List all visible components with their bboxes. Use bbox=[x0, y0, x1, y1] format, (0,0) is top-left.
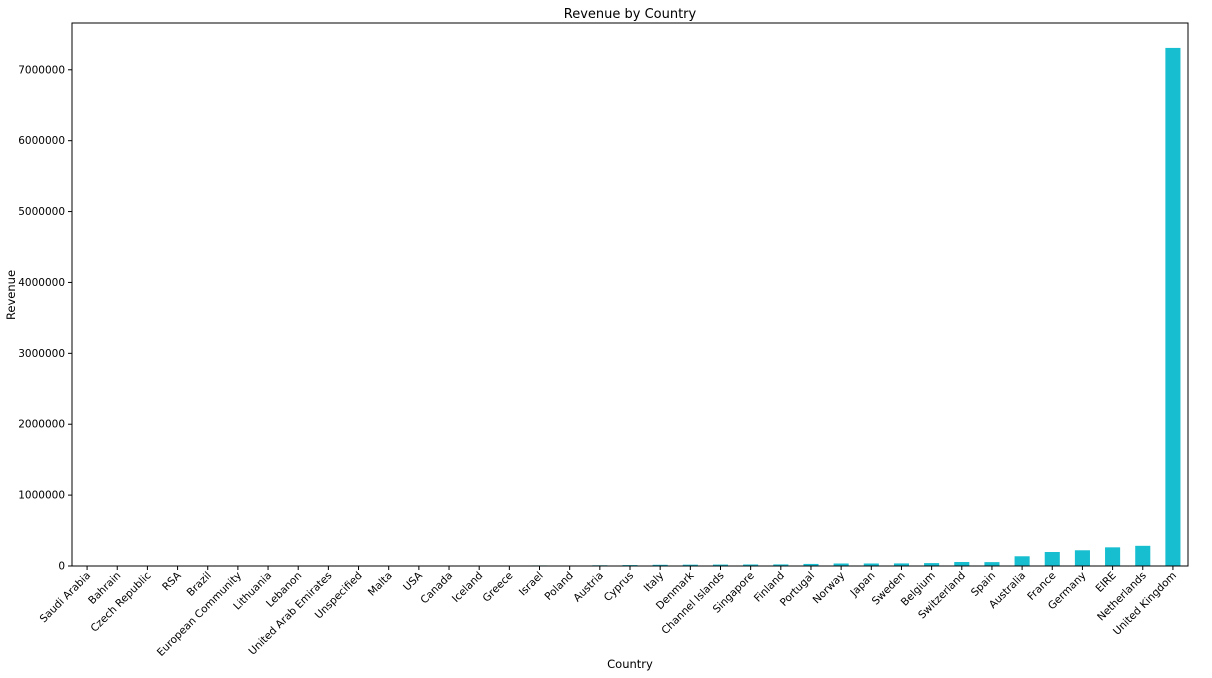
bar bbox=[833, 563, 849, 566]
x-tick-label: Israel bbox=[517, 570, 546, 599]
bar bbox=[712, 564, 729, 566]
y-tick-label: 2000000 bbox=[18, 419, 65, 431]
y-axis-ticks: 0 1000000 2000000 3000000 4000000 5000000 6000… bbox=[18, 64, 72, 573]
plot-frame bbox=[71, 22, 1189, 567]
x-tick-label: Poland bbox=[543, 570, 576, 603]
y-tick-label: 4000000 bbox=[18, 277, 65, 289]
x-tick-label: USA bbox=[401, 569, 425, 593]
x-tick-label: Greece bbox=[481, 570, 516, 605]
y-tick-label: 6000000 bbox=[18, 135, 65, 147]
bar bbox=[1044, 552, 1060, 566]
y-tick-label: 0 bbox=[58, 561, 65, 573]
bar bbox=[682, 564, 698, 566]
bar bbox=[984, 562, 1000, 566]
bar bbox=[773, 564, 789, 566]
bar bbox=[1074, 550, 1090, 566]
bar bbox=[1135, 545, 1151, 566]
bar bbox=[1165, 47, 1181, 567]
bar bbox=[1014, 556, 1030, 566]
x-tick-label: Austria bbox=[571, 570, 606, 605]
y-tick-label: 5000000 bbox=[18, 206, 65, 218]
bar bbox=[863, 563, 879, 566]
bar bbox=[924, 563, 940, 566]
bar bbox=[893, 563, 909, 566]
bars-group bbox=[79, 47, 1181, 567]
x-tick-label: Malta bbox=[366, 570, 395, 599]
bar bbox=[743, 564, 759, 566]
x-tick-label: Norway bbox=[811, 570, 848, 607]
x-tick-label: Saudi Arabia bbox=[38, 570, 94, 626]
x-tick-label: Canada bbox=[418, 570, 455, 607]
bar bbox=[954, 562, 970, 566]
bar bbox=[652, 564, 668, 566]
x-tick-label: Italy bbox=[642, 570, 667, 595]
x-tick-label: RSA bbox=[160, 569, 184, 593]
x-axis-label: Country bbox=[607, 657, 653, 671]
x-tick-label: Cyprus bbox=[602, 570, 636, 604]
bar bbox=[803, 563, 819, 566]
y-tick-label: 3000000 bbox=[18, 348, 65, 360]
y-tick-label: 1000000 bbox=[18, 490, 65, 502]
chart-title: Revenue by Country bbox=[564, 7, 697, 22]
x-tick-label: EIRE bbox=[1093, 570, 1118, 595]
bar bbox=[1105, 547, 1121, 566]
y-tick-label: 7000000 bbox=[18, 64, 65, 76]
x-tick-label: Iceland bbox=[450, 570, 485, 605]
y-axis-label: Revenue bbox=[4, 270, 18, 320]
